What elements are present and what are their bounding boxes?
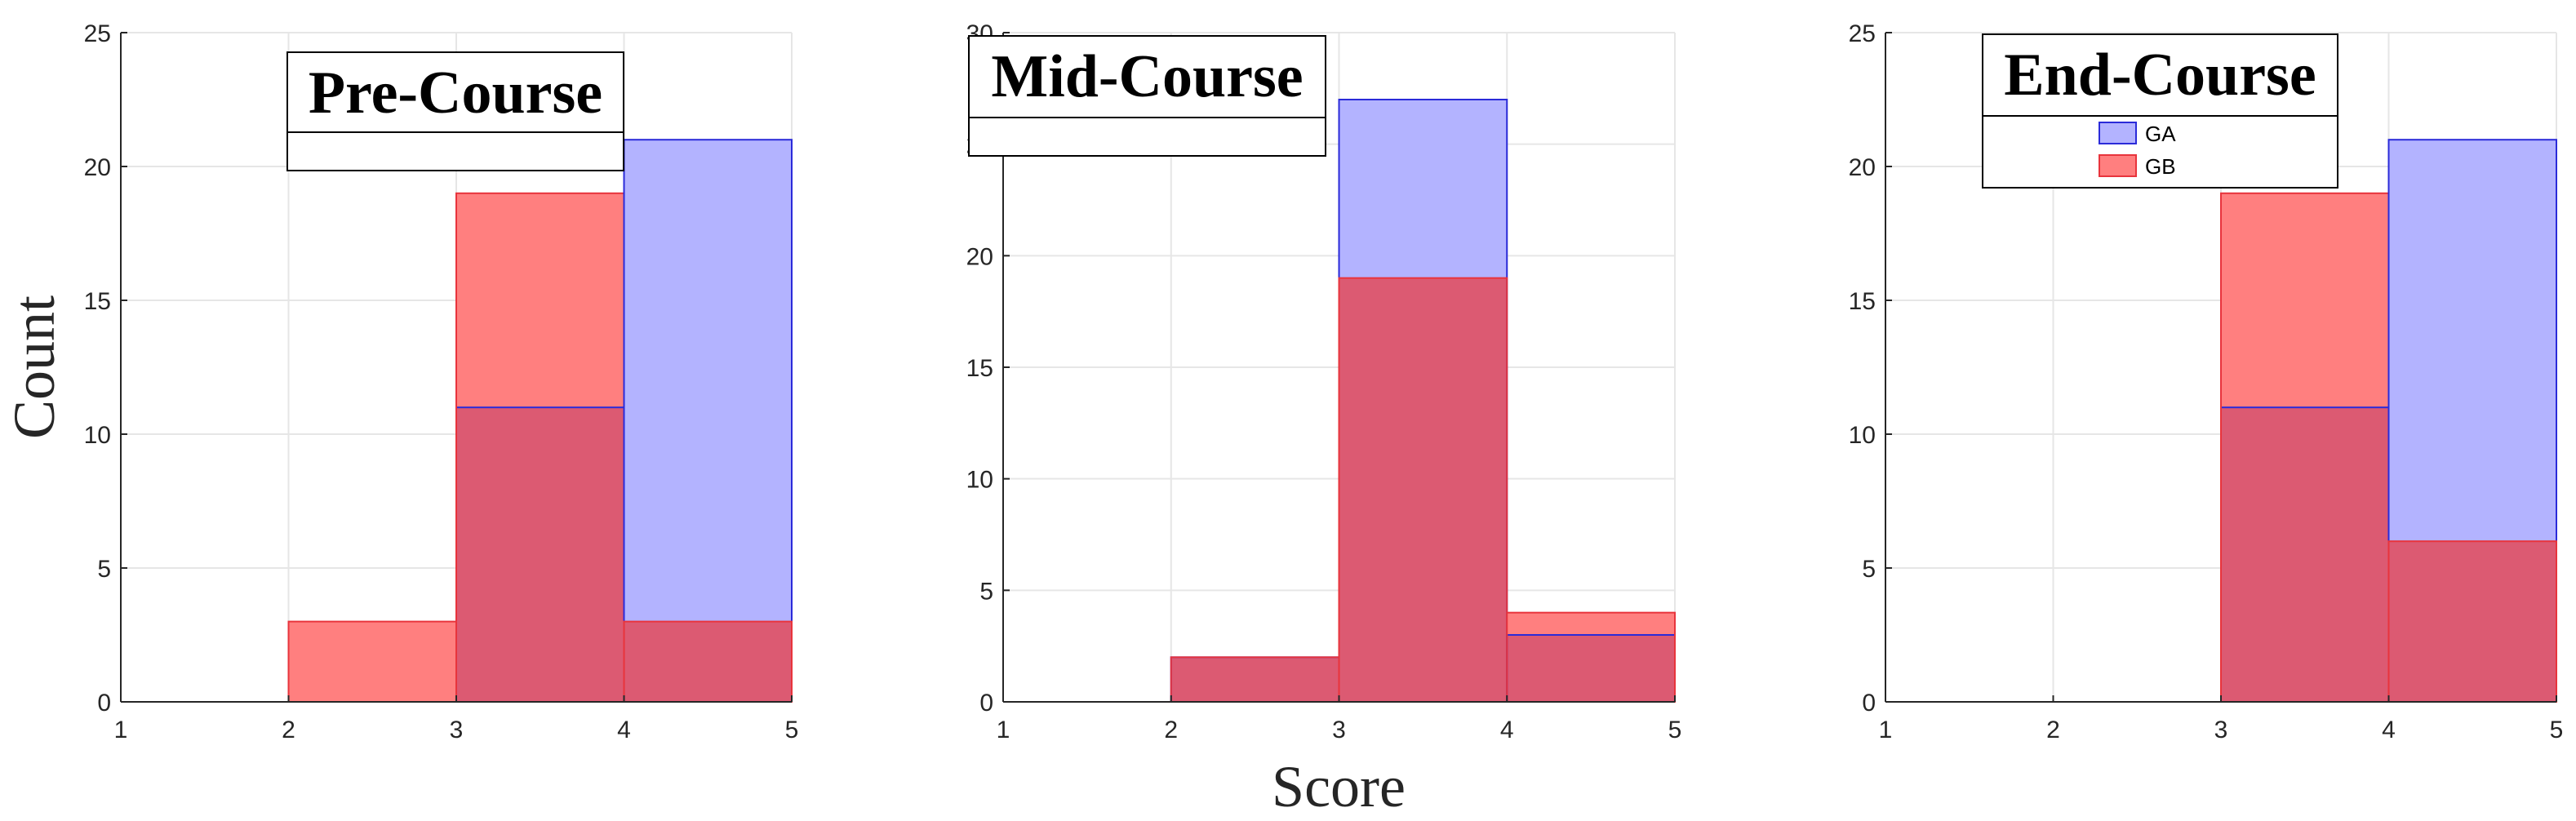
x-axis-label: Score — [1272, 754, 1406, 819]
y-tick-label: 10 — [1849, 422, 1876, 449]
y-tick-label: 15 — [1849, 288, 1876, 315]
x-tick-label: 2 — [2046, 717, 2060, 743]
bar-overlap-bin-4 — [2388, 541, 2556, 702]
y-tick-label: 20 — [1849, 154, 1876, 181]
bar-overlap-bin-2 — [1170, 657, 1339, 702]
bar-gb-bin-2 — [288, 621, 456, 702]
y-tick-label: 20 — [966, 243, 993, 270]
bar-overlap-bin-3 — [2221, 407, 2389, 702]
x-tick-label: 5 — [1668, 717, 1682, 743]
bar-gb-bin-3 — [456, 193, 624, 408]
x-tick-label: 2 — [282, 717, 295, 743]
legend-swatch-gb — [2099, 154, 2137, 177]
bar-overlap-bin-4 — [624, 621, 792, 702]
title-box — [1982, 33, 2338, 189]
subplot-1: 1 2 3 4 5 0 5 10 15 20 25 Pre-Course — [84, 20, 799, 743]
x-tick-label: 2 — [1164, 717, 1178, 743]
y-tick-label: 25 — [1849, 20, 1876, 47]
subplot-title: Mid-Course — [991, 43, 1303, 110]
bar-overlap-bin-3 — [456, 407, 624, 702]
y-tick-label: 20 — [84, 154, 111, 181]
legend-swatch-ga — [2099, 122, 2137, 144]
y-tick-label: 10 — [966, 467, 993, 494]
y-axis-label: Count — [2, 295, 67, 439]
subplot-3: 1 2 3 4 5 0 5 10 15 20 25 End-Course GA GB — [1849, 20, 2564, 743]
subplot-title: End-Course — [2004, 42, 2316, 109]
y-tick-label: 0 — [1862, 690, 1876, 717]
x-tick-label: 1 — [997, 717, 1010, 743]
bar-ga-bin-3 — [1339, 100, 1508, 278]
y-tick-label: 10 — [84, 422, 111, 449]
y-tick-label: 15 — [966, 355, 993, 382]
y-tick-label: 5 — [97, 556, 111, 583]
x-tick-label: 4 — [617, 717, 631, 743]
x-tick-label: 5 — [785, 717, 799, 743]
subplot-2: 12345051015202530Mid-Course — [966, 20, 1682, 743]
x-tick-label: 3 — [2214, 717, 2228, 743]
bar-ga-bin-4 — [2388, 140, 2556, 542]
x-tick-label: 3 — [1332, 717, 1346, 743]
x-tick-label: 4 — [2382, 717, 2396, 743]
x-tick-label: 1 — [1879, 717, 1893, 743]
x-tick-label: 1 — [114, 717, 128, 743]
bar-overlap-bin-3 — [1339, 277, 1508, 703]
y-tick-label: 5 — [979, 578, 993, 605]
subplot-title: Pre-Course — [309, 60, 602, 126]
y-tick-label: 25 — [84, 20, 111, 47]
y-tick-label: 0 — [979, 690, 993, 717]
title-box — [968, 35, 1326, 157]
subplots: 123450510152025Pre-Course123450510152025… — [84, 20, 2564, 743]
y-tick-label: 15 — [84, 288, 111, 315]
y-tick-label: 0 — [97, 690, 111, 717]
bar-ga-bin-4 — [624, 140, 792, 622]
bar-gb-bin-4 — [1507, 612, 1675, 635]
x-tick-label: 3 — [450, 717, 464, 743]
bar-gb-bin-3 — [2221, 193, 2389, 408]
title-box — [286, 51, 624, 171]
y-tick-label: 5 — [1862, 556, 1876, 583]
bar-overlap-bin-4 — [1507, 635, 1675, 702]
x-tick-label: 4 — [1500, 717, 1514, 743]
legend-label-ga: GA — [2145, 122, 2176, 146]
x-tick-label: 5 — [2550, 717, 2564, 743]
legend-label-gb: GB — [2145, 154, 2176, 179]
